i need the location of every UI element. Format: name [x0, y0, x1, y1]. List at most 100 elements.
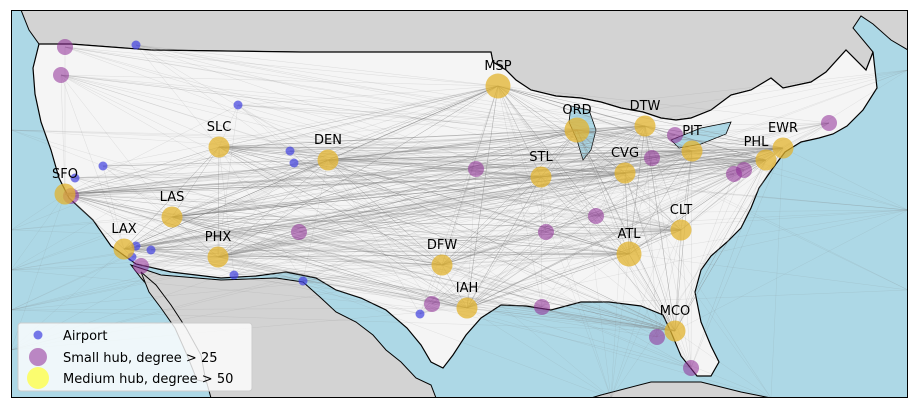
- route-edge: [123, 248, 543, 308]
- route-edge: [74, 125, 646, 179]
- route-edge: [541, 150, 693, 308]
- route-edge: [441, 253, 630, 266]
- route-edge: [680, 150, 693, 231]
- route-edge: [218, 146, 443, 266]
- route-edge: [123, 129, 578, 250]
- hub-label-ord: ORD: [562, 103, 591, 118]
- route-edge: [171, 159, 329, 218]
- hub-label-pit: PIT: [682, 124, 702, 139]
- route-edge: [171, 215, 597, 218]
- route-edge: [466, 229, 682, 309]
- route-edge: [441, 85, 499, 266]
- route-edge: [680, 150, 693, 231]
- medium-hub-marker-ewr: [772, 137, 794, 159]
- route-edge: [217, 159, 767, 258]
- route-edge: [217, 147, 784, 258]
- route-edge: [475, 168, 676, 332]
- route-edge: [419, 159, 767, 315]
- route-edge: [64, 193, 543, 308]
- route-edge: [327, 150, 693, 161]
- route-edge: [218, 146, 295, 164]
- route-edge: [302, 264, 443, 282]
- small-hub-marker: [588, 208, 604, 224]
- small-hub-marker: [667, 127, 683, 143]
- route-edge: [466, 169, 745, 309]
- route-edge: [10, 229, 630, 255]
- route-edge: [497, 85, 646, 127]
- route-edge: [217, 69, 909, 258]
- route-edge: [217, 253, 630, 258]
- route-edge: [441, 264, 676, 332]
- map-border: [11, 10, 908, 398]
- route-edge: [217, 129, 578, 258]
- route-edge: [540, 176, 630, 255]
- route-edge: [782, 147, 909, 211]
- route-edge: [10, 176, 542, 231]
- route-edge: [540, 147, 784, 178]
- route-edge: [10, 269, 676, 332]
- route-edge: [64, 104, 239, 195]
- small-hub-marker: [736, 162, 752, 178]
- route-edges: [10, 44, 909, 399]
- medium-hub-marker-cvg: [614, 162, 636, 184]
- small-hub-marker: [534, 299, 550, 315]
- route-edge: [135, 44, 767, 161]
- route-edge: [466, 253, 630, 309]
- route-edge: [218, 146, 693, 152]
- route-edge: [60, 74, 630, 255]
- route-edge: [624, 172, 630, 255]
- route-edge: [628, 209, 909, 255]
- route-edge: [466, 307, 612, 399]
- route-edge: [218, 146, 304, 282]
- route-edge: [218, 146, 547, 233]
- route-edge: [576, 129, 676, 332]
- route-edge: [64, 46, 499, 87]
- route-edge: [10, 253, 630, 271]
- legend-airport-icon: [33, 330, 43, 340]
- route-edge: [610, 150, 693, 399]
- route-edge: [171, 168, 477, 218]
- route-edge: [217, 256, 676, 332]
- route-edge: [674, 147, 784, 332]
- airport-marker: [415, 309, 425, 319]
- route-edge: [64, 125, 646, 195]
- route-edge: [628, 150, 693, 255]
- route-edge: [171, 147, 784, 218]
- route-edge: [217, 173, 735, 258]
- route-edge: [651, 157, 767, 161]
- route-edge: [10, 150, 693, 311]
- route-edge: [64, 176, 542, 195]
- route-edge: [540, 150, 693, 178]
- route-edge: [674, 229, 682, 332]
- small-hub-marker: [424, 296, 440, 312]
- route-edge: [64, 146, 220, 195]
- route-edge: [123, 162, 295, 250]
- route-edge: [289, 150, 676, 332]
- route-edge: [171, 159, 767, 218]
- route-edge: [171, 176, 542, 218]
- route-edge: [441, 125, 646, 266]
- route-edge: [140, 256, 219, 267]
- route-edge: [644, 125, 909, 211]
- route-edge: [135, 159, 767, 247]
- route-edge: [233, 229, 682, 276]
- route-edge: [217, 129, 578, 258]
- route-edge: [123, 248, 219, 258]
- route-edge: [123, 248, 630, 255]
- route-edge: [64, 193, 682, 231]
- route-edge: [233, 125, 646, 276]
- medium-hub-marker-phx: [207, 246, 229, 268]
- route-edge: [135, 44, 329, 161]
- route-edge: [218, 146, 542, 178]
- small-hub-marker: [649, 329, 665, 345]
- route-edge: [218, 134, 676, 148]
- route-edge: [217, 168, 477, 258]
- route-edge: [135, 150, 693, 247]
- route-edge: [217, 231, 300, 258]
- route-edge: [576, 129, 676, 332]
- route-edge: [171, 85, 499, 218]
- route-edge: [628, 169, 745, 255]
- route-edge: [60, 74, 173, 218]
- medium-hub-marker-iah: [456, 297, 478, 319]
- route-edge: [441, 264, 676, 332]
